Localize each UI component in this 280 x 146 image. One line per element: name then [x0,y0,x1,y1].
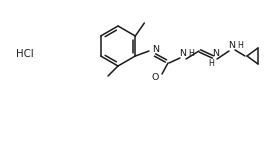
Text: H: H [188,49,194,59]
Text: N: N [179,49,186,59]
Text: H: H [208,59,214,67]
Text: N: N [213,49,220,59]
Text: H: H [237,40,243,49]
Text: O: O [151,73,159,81]
Text: N: N [152,45,159,53]
Text: HCl: HCl [16,49,34,59]
Text: N: N [228,40,235,49]
